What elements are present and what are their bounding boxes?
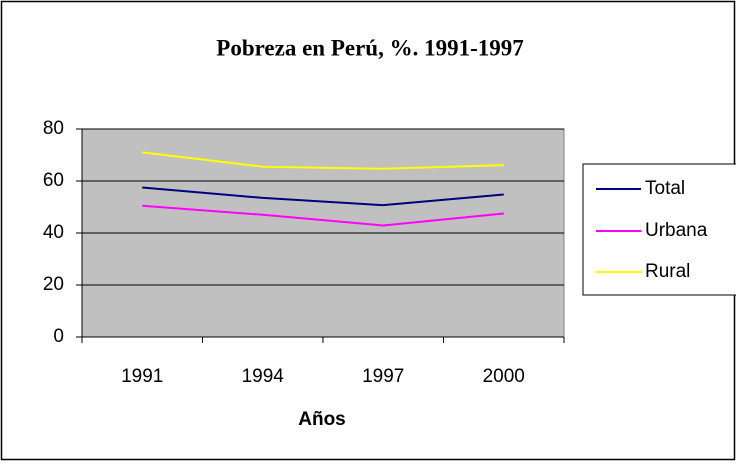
y-tick-label: 0 [53, 326, 64, 347]
legend-label: Total [645, 178, 685, 199]
x-tick-label: 1997 [362, 366, 404, 387]
y-tick-label: 80 [43, 118, 64, 139]
y-tick-label: 60 [43, 170, 64, 191]
legend-label: Urbana [645, 220, 708, 241]
x-tick-label: 1991 [121, 366, 163, 387]
chart-title: Pobreza en Perú, %. 1991-1997 [216, 35, 523, 60]
y-tick-label: 40 [43, 222, 64, 243]
y-tick-label: 20 [43, 274, 64, 295]
series-line [142, 204, 504, 227]
legend-box [582, 163, 736, 296]
series-line [142, 151, 504, 170]
series-line [142, 186, 504, 207]
legend-label: Rural [645, 261, 690, 282]
x-axis-label: Años [298, 409, 346, 430]
x-tick-label: 1994 [242, 366, 285, 387]
x-tick-label: 2000 [483, 366, 525, 387]
